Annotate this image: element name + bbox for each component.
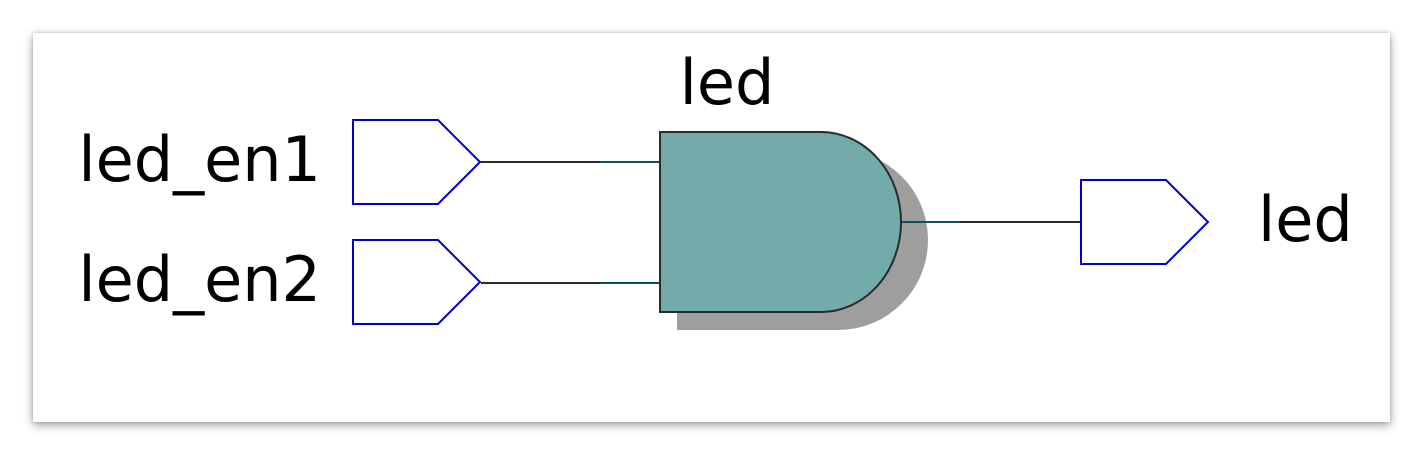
- input-port-led-en2[interactable]: [352, 239, 482, 325]
- output-port-led[interactable]: [1080, 179, 1210, 265]
- input-port-led-en1[interactable]: [352, 119, 482, 205]
- input-label-led-en1: led_en1: [78, 123, 321, 196]
- output-label-led: led: [1258, 183, 1353, 256]
- gate-label: led: [680, 46, 775, 119]
- input-label-led-en2: led_en2: [78, 243, 321, 316]
- and-gate[interactable]: [659, 131, 902, 313]
